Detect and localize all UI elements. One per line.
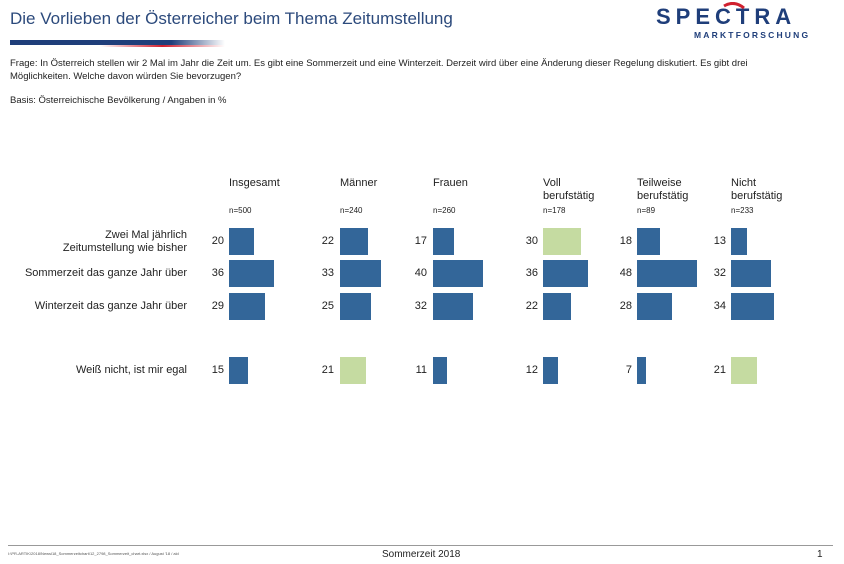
- data-label: 21: [321, 363, 334, 376]
- category-label-line: Zeitumstellung wie bisher: [62, 241, 187, 254]
- data-label: 22: [321, 234, 334, 247]
- bar: [731, 293, 774, 320]
- data-label: 28: [619, 299, 632, 312]
- data-label: 36: [211, 266, 224, 279]
- footer-title: Sommerzeit 2018: [382, 549, 461, 560]
- data-label: 30: [525, 234, 538, 247]
- data-label: 22: [525, 299, 538, 312]
- series-header-line: Teilweise: [637, 177, 682, 189]
- category-label-line: Weiß nicht, ist mir egal: [75, 364, 187, 376]
- category-label: Sommerzeit das ganze Jahr über: [25, 267, 187, 280]
- category-label: Weiß nicht, ist mir egal: [76, 364, 187, 377]
- series-header: Teilweise berufstätig: [637, 177, 727, 203]
- spectra-logo: SPECTRA MARKTFORSCHUNG: [656, 2, 810, 40]
- sample-size: n=500: [229, 206, 252, 215]
- logo-main-text: SPECTRA: [656, 4, 796, 29]
- data-label: 34: [713, 299, 726, 312]
- bar: [340, 260, 381, 287]
- series-header-line: berufstätig: [637, 190, 689, 202]
- bar: [543, 260, 588, 287]
- bar: [340, 357, 366, 384]
- sample-size: n=233: [731, 206, 754, 215]
- bar: [433, 260, 483, 287]
- sample-size: n=240: [340, 206, 363, 215]
- data-label: 11: [415, 363, 427, 376]
- series-header-line: Frauen: [433, 177, 468, 189]
- series-header: Insgesamt: [229, 177, 319, 190]
- category-label-line: Sommerzeit das ganze Jahr über: [24, 267, 187, 279]
- bar: [543, 357, 558, 384]
- sample-size: n=260: [433, 206, 456, 215]
- data-label: 17: [414, 234, 427, 247]
- data-label: 12: [525, 363, 538, 376]
- bar: [229, 357, 248, 384]
- series-header-line: Insgesamt: [229, 177, 280, 189]
- bar: [543, 228, 581, 255]
- series-header: Voll berufstätig: [543, 177, 633, 203]
- bar: [340, 228, 368, 255]
- bar: [637, 293, 672, 320]
- data-label: 13: [713, 234, 726, 247]
- category-label-line: Winterzeit das ganze Jahr über: [34, 300, 187, 312]
- bar: [433, 228, 454, 255]
- bar: [229, 228, 254, 255]
- category-label: Zwei Mal jährlich Zeitumstellung wie bish…: [63, 229, 187, 255]
- sample-size: n=89: [637, 206, 656, 215]
- series-header: Nicht berufstätig: [731, 177, 821, 203]
- series-header-line: Nicht: [731, 177, 757, 189]
- data-label: 48: [619, 266, 632, 279]
- series-header-line: Voll: [543, 177, 561, 189]
- bar: [637, 260, 697, 287]
- page-number: 1: [817, 549, 823, 560]
- bar: [340, 293, 371, 320]
- data-label: 20: [211, 234, 224, 247]
- page-title: Die Vorlieben der Österreicher beim Them…: [10, 9, 453, 28]
- bar: [433, 357, 447, 384]
- footer-path: I:\PR-ARTIK\2018\Newsl18_Sommerzeitchart…: [8, 551, 179, 556]
- data-label: 29: [211, 299, 224, 312]
- basis-text: Basis: Österreichische Bevölkerung / Ang…: [10, 95, 227, 106]
- category-label-line: Zwei Mal jährlich: [105, 228, 187, 241]
- data-label: 32: [414, 299, 427, 312]
- series-header-line: Männer: [340, 177, 378, 189]
- series-header: Frauen: [433, 177, 523, 190]
- bar: [229, 293, 265, 320]
- bar: [543, 293, 571, 320]
- series-header-line: berufstätig: [543, 190, 595, 202]
- data-label: 21: [713, 363, 726, 376]
- bar: [637, 228, 660, 255]
- logo-swoosh: [723, 2, 745, 10]
- series-header-line: berufstätig: [731, 190, 783, 202]
- title-rule: [10, 40, 225, 47]
- bar: [637, 357, 646, 384]
- footer-rule: [8, 545, 833, 546]
- data-label: 18: [619, 234, 632, 247]
- data-label: 40: [414, 266, 427, 279]
- category-label: Winterzeit das ganze Jahr über: [35, 300, 187, 313]
- question-text: Frage: In Österreich stellen wir 2 Mal i…: [10, 58, 748, 82]
- bar: [731, 357, 757, 384]
- bar: [731, 228, 747, 255]
- bar: [229, 260, 274, 287]
- logo-sub-text: MARKTFORSCHUNG: [694, 30, 810, 40]
- data-label: 7: [625, 363, 632, 376]
- data-label: 32: [713, 266, 726, 279]
- bar: [433, 293, 473, 320]
- data-label: 33: [321, 266, 334, 279]
- data-label: 36: [525, 266, 538, 279]
- data-label: 15: [211, 363, 224, 376]
- bar: [731, 260, 771, 287]
- data-label: 25: [321, 299, 334, 312]
- series-header: Männer: [340, 177, 430, 190]
- sample-size: n=178: [543, 206, 566, 215]
